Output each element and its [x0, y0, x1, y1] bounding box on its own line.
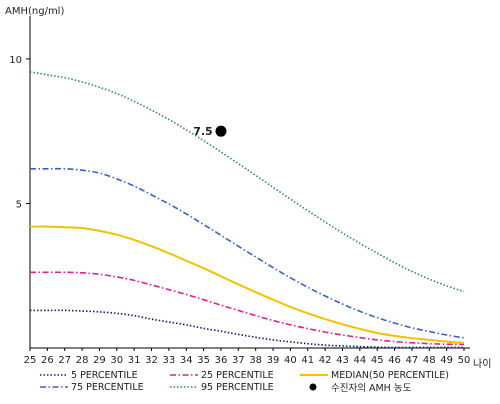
- x-tick-label: 35: [197, 355, 210, 366]
- amh-marker-label: 7.5: [193, 125, 213, 138]
- x-tick-label: 41: [301, 355, 314, 366]
- series-line: [30, 271, 465, 346]
- x-tick-label: 25: [24, 355, 37, 366]
- series-line: [29, 225, 465, 344]
- x-tick-label: 36: [215, 355, 228, 366]
- series-line: [29, 309, 464, 349]
- x-tick-label: 47: [406, 355, 419, 366]
- x-tick-label: 44: [353, 355, 366, 366]
- legend-label: 95 PERCENTILE: [201, 382, 274, 393]
- x-tick-label: 26: [41, 355, 54, 366]
- y-tick-label: 5: [16, 199, 22, 210]
- y-tick-label: 10: [9, 55, 22, 66]
- legend-marker-swatch: [309, 383, 317, 391]
- marker-layer: 7.5: [193, 125, 227, 138]
- x-tick-label: 30: [110, 355, 123, 366]
- x-axis-title: 나이: [473, 358, 491, 370]
- x-tick-label: 28: [76, 355, 89, 366]
- series-line: [30, 167, 465, 339]
- axes: AMH(ng/ml) 나이 5 10 25 26 27 28 29 30 31 32 33 34 35 36 3…: [5, 6, 491, 370]
- x-tick-label: 49: [440, 355, 453, 366]
- legend: 5 PERCENTILE 25 PERCENTILE MEDIAN(50 PERCE…: [40, 370, 449, 394]
- x-tick-label: 46: [388, 355, 401, 366]
- x-tick-label: 29: [93, 355, 106, 366]
- x-tick-label: 27: [58, 355, 71, 366]
- series-lines: [29, 71, 465, 349]
- legend-label: 25 PERCENTILE: [201, 370, 274, 381]
- legend-label: 5 PERCENTILE: [71, 370, 138, 381]
- x-tick-label: 34: [180, 355, 193, 366]
- x-tick-label: 42: [319, 355, 332, 366]
- x-tick-label: 32: [145, 355, 158, 366]
- x-tick-label: 45: [371, 355, 384, 366]
- x-tick-label: 43: [336, 355, 349, 366]
- legend-label: 75 PERCENTILE: [71, 382, 144, 393]
- amh-marker-point: [215, 125, 227, 137]
- x-tick-label: 50: [458, 355, 471, 366]
- x-tick-label: 48: [423, 355, 436, 366]
- x-tick-label: 39: [267, 355, 280, 366]
- x-tick-label: 40: [284, 355, 297, 366]
- series-line: [29, 71, 465, 293]
- x-tick-label: 37: [232, 355, 245, 366]
- legend-marker-label: 수진자의 AMH 농도: [331, 383, 412, 394]
- x-tick-label: 33: [163, 355, 176, 366]
- legend-label: MEDIAN(50 PERCENTILE): [331, 370, 449, 381]
- x-tick-label: 38: [249, 355, 262, 366]
- y-axis-title: AMH(ng/ml): [5, 6, 64, 17]
- x-tick-label: 31: [128, 355, 141, 366]
